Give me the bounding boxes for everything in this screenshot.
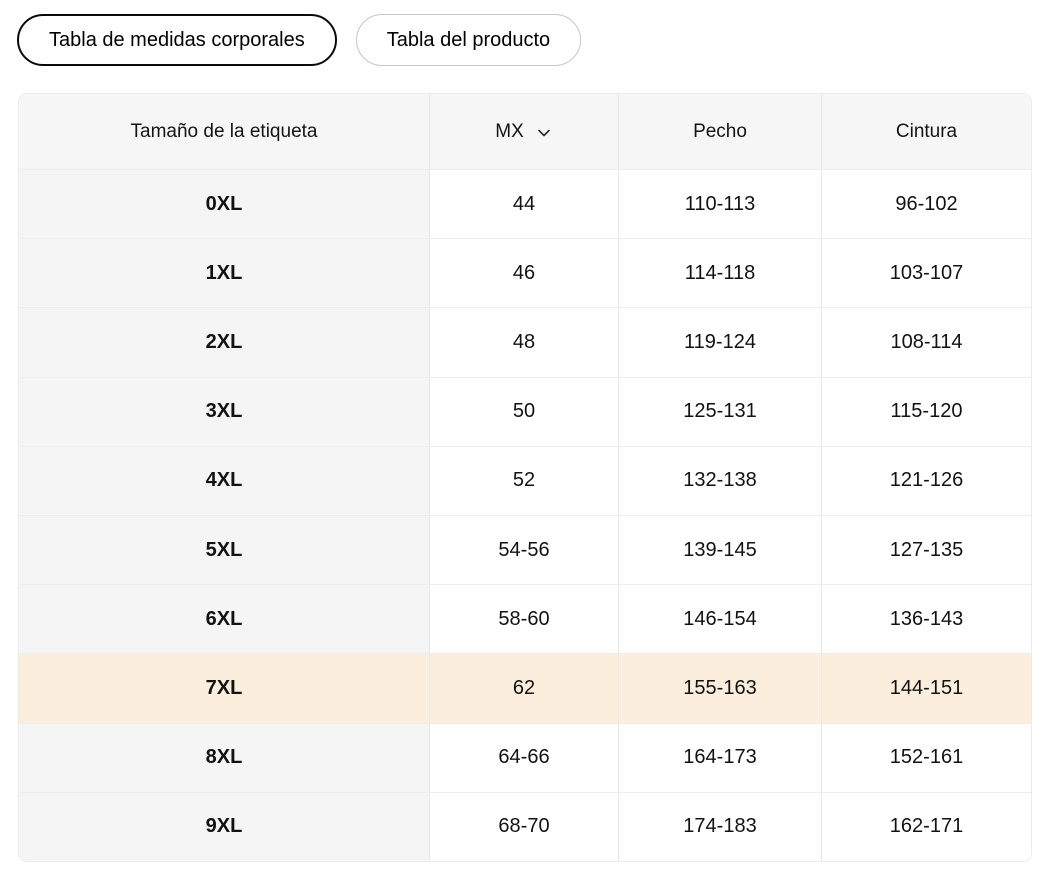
cell-waist: 115-120 <box>821 377 1031 446</box>
size-table-body: 0XL 44 110-113 96-102 1XL 46 114-118 103… <box>19 169 1031 861</box>
cell-chest: 114-118 <box>618 239 821 308</box>
cell-waist: 152-161 <box>821 723 1031 792</box>
cell-mx-value: 64-66 <box>429 723 618 792</box>
cell-waist: 127-135 <box>821 515 1031 585</box>
cell-waist: 162-171 <box>821 792 1031 861</box>
table-row[interactable]: 9XL 68-70 174-183 162-171 <box>19 791 1031 861</box>
table-row[interactable]: 2XL 48 119-124 108-114 <box>19 307 1031 377</box>
cell-waist: 121-126 <box>821 446 1031 515</box>
cell-size-label: 6XL <box>19 585 429 654</box>
cell-size-label: 4XL <box>19 446 429 515</box>
table-row[interactable]: 1XL 46 114-118 103-107 <box>19 238 1031 308</box>
cell-mx-value: 50 <box>429 377 618 446</box>
size-table-header: Tamaño de la etiqueta MX Pecho Cintura <box>19 94 1031 169</box>
cell-size-label: 7XL <box>19 654 429 723</box>
table-row[interactable]: 6XL 58-60 146-154 136-143 <box>19 584 1031 654</box>
cell-chest: 132-138 <box>618 446 821 515</box>
header-label-waist: Cintura <box>821 94 1031 169</box>
cell-waist: 136-143 <box>821 585 1031 654</box>
table-row[interactable]: 7XL 62 155-163 144-151 <box>19 653 1031 723</box>
table-row[interactable]: 3XL 50 125-131 115-120 <box>19 376 1031 446</box>
chevron-down-icon <box>535 124 553 142</box>
cell-chest: 155-163 <box>618 654 821 723</box>
table-row[interactable]: 5XL 54-56 139-145 127-135 <box>19 514 1031 585</box>
table-row[interactable]: 8XL 64-66 164-173 152-161 <box>19 722 1031 792</box>
cell-waist: 96-102 <box>821 170 1031 239</box>
cell-mx-value: 46 <box>429 239 618 308</box>
cell-mx-value: 68-70 <box>429 792 618 861</box>
cell-waist: 144-151 <box>821 654 1031 723</box>
cell-size-label: 5XL <box>19 515 429 585</box>
tab-product-measurements[interactable]: Tabla del producto <box>355 14 582 66</box>
cell-size-label: 9XL <box>19 792 429 861</box>
cell-chest: 125-131 <box>618 377 821 446</box>
cell-waist: 108-114 <box>821 308 1031 377</box>
unit-selector-value: MX <box>495 120 524 142</box>
table-row[interactable]: 4XL 52 132-138 121-126 <box>19 445 1031 515</box>
cell-chest: 174-183 <box>618 792 821 861</box>
size-chart-table: Tamaño de la etiqueta MX Pecho Cintura 0… <box>18 93 1032 862</box>
cell-chest: 139-145 <box>618 515 821 585</box>
cell-chest: 146-154 <box>618 585 821 654</box>
cell-mx-value: 62 <box>429 654 618 723</box>
cell-size-label: 1XL <box>19 239 429 308</box>
cell-size-label: 0XL <box>19 170 429 239</box>
chart-tabs: Tabla de medidas corporales Tabla del pr… <box>0 0 1050 66</box>
cell-chest: 110-113 <box>618 170 821 239</box>
tab-body-measurements[interactable]: Tabla de medidas corporales <box>17 14 337 66</box>
cell-mx-value: 58-60 <box>429 585 618 654</box>
cell-mx-value: 44 <box>429 170 618 239</box>
unit-selector-dropdown[interactable]: MX <box>429 94 618 169</box>
header-label-chest: Pecho <box>618 94 821 169</box>
header-label-size: Tamaño de la etiqueta <box>130 120 318 142</box>
cell-mx-value: 52 <box>429 446 618 515</box>
cell-mx-value: 54-56 <box>429 515 618 585</box>
cell-chest: 119-124 <box>618 308 821 377</box>
cell-mx-value: 48 <box>429 308 618 377</box>
cell-size-label: 2XL <box>19 308 429 377</box>
table-row[interactable]: 0XL 44 110-113 96-102 <box>19 169 1031 239</box>
cell-chest: 164-173 <box>618 723 821 792</box>
cell-size-label: 8XL <box>19 723 429 792</box>
cell-waist: 103-107 <box>821 239 1031 308</box>
cell-size-label: 3XL <box>19 377 429 446</box>
